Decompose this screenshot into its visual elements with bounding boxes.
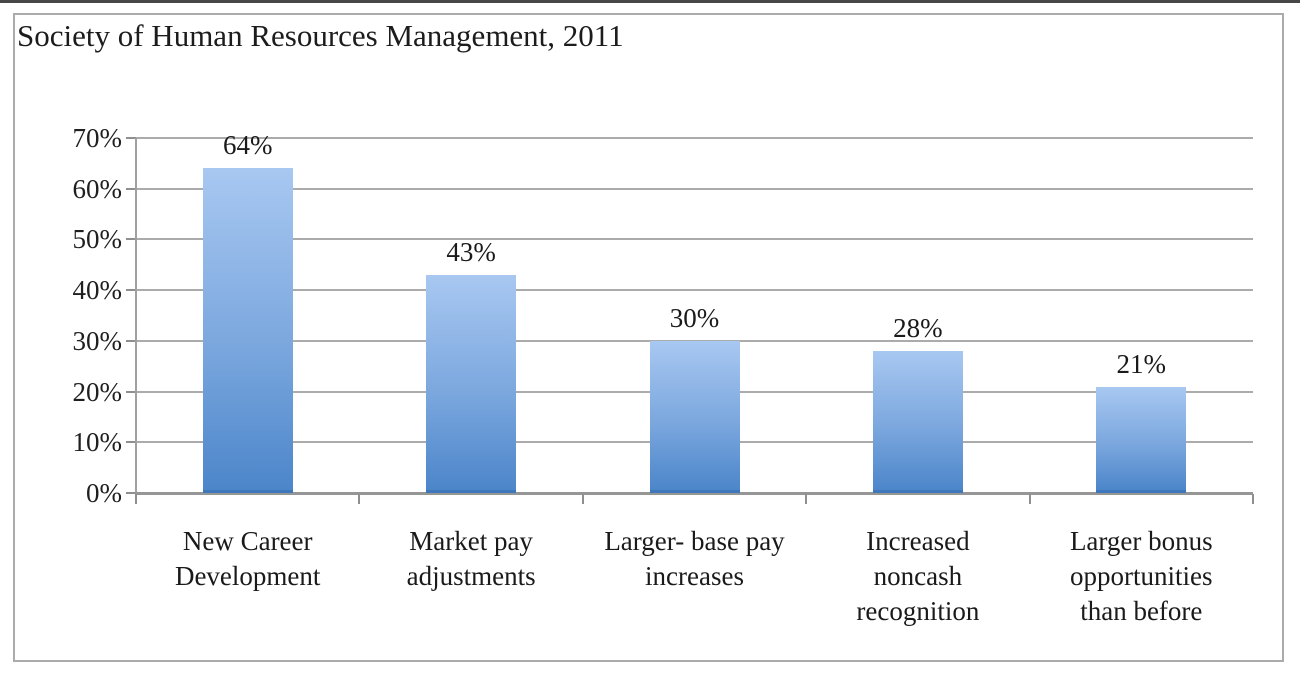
x-axis-tick (1252, 494, 1254, 504)
y-axis-tick-label: 10% (72, 427, 123, 458)
bar-value-label: 28% (893, 313, 943, 343)
category-label: Larger bonus opportunities than before (1069, 526, 1213, 626)
y-axis-tick (126, 238, 136, 241)
x-axis-tick (805, 494, 808, 504)
y-axis-tick (126, 441, 136, 444)
y-axis-tick-label: 50% (72, 224, 123, 255)
bar-value-label: 21% (1116, 348, 1167, 379)
y-axis-tick-label: 70% (72, 123, 123, 153)
y-axis-tick-label: 30% (72, 325, 123, 356)
y-axis-tick (126, 390, 136, 393)
y-axis-tick-label: 20% (72, 376, 123, 407)
category-label: New Career Development (174, 526, 321, 591)
x-axis-tick (358, 494, 361, 504)
top-edge-line (0, 0, 1300, 3)
y-axis-tick (126, 187, 136, 190)
x-axis-tick (135, 494, 137, 504)
x-axis-tick (1028, 494, 1031, 504)
y-axis-tick (126, 339, 136, 342)
gridline (136, 238, 1253, 241)
gridline (136, 187, 1253, 190)
bar-value-label: 30% (669, 302, 720, 333)
gridline (136, 137, 1253, 139)
bar (872, 351, 963, 493)
y-axis-tick (126, 137, 136, 139)
y-axis-tick (126, 492, 136, 494)
category-label: Increased noncash recognition (856, 526, 980, 626)
category-label: Larger- base pay increases (604, 526, 785, 591)
bar (426, 274, 517, 493)
x-axis-tick (581, 494, 584, 504)
bar-value-label: 43% (446, 236, 496, 267)
gridline (136, 289, 1253, 292)
x-axis-line (136, 492, 1253, 495)
bar (649, 340, 740, 493)
y-axis-line (135, 138, 137, 493)
chart-title: Society of Human Resources Management, 2… (17, 18, 624, 53)
y-axis-tick-label: 0% (86, 478, 122, 508)
bar (202, 168, 293, 493)
category-label: Market pay adjustments (406, 526, 536, 591)
y-axis-tick (126, 289, 136, 292)
y-axis-tick-label: 60% (72, 173, 123, 204)
y-axis-tick-label: 40% (72, 275, 123, 306)
bar-value-label: 64% (222, 130, 273, 161)
bar (1096, 386, 1187, 493)
